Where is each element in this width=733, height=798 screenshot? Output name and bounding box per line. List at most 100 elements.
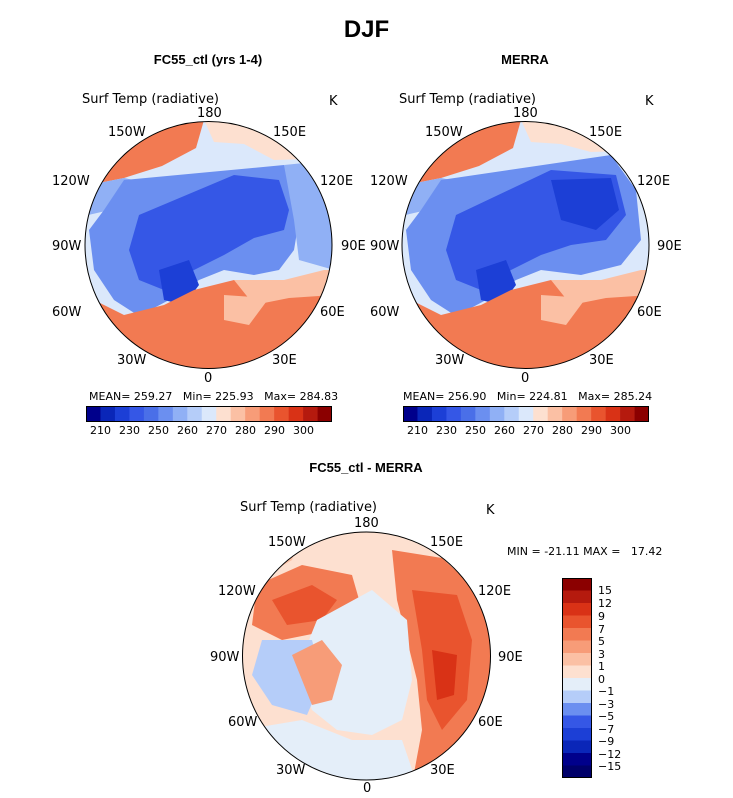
panel3-lon-label-0: 180: [354, 516, 379, 531]
colorbar-swatch: [245, 406, 260, 422]
panel2-cb-tick: 270: [523, 424, 544, 437]
panel1-warm-region-atlantic: [85, 280, 332, 369]
panel1-cb-tick: 260: [177, 424, 198, 437]
colorbar-swatch: [591, 406, 606, 422]
panel1-lon-label-10: 120W: [52, 174, 90, 189]
panel1-lon-label-9: 90W: [52, 239, 82, 254]
colorbar-swatch: [100, 406, 116, 422]
panel1-cb-tick: 290: [264, 424, 285, 437]
panel3-lon-label-1: 150E: [430, 535, 464, 550]
panel2-stats: MEAN= 256.90 Min= 224.81 Max= 285.24: [403, 390, 653, 403]
colorbar-swatch: [172, 406, 188, 422]
panel2-variable-label: Surf Temp (radiative): [399, 92, 537, 107]
panel2-lon-label-0: 180: [513, 106, 538, 121]
colorbar-swatch: [576, 406, 592, 422]
panel2-polar-map: [401, 121, 650, 369]
colorbar-swatch: [129, 406, 145, 422]
colorbar-swatch: [114, 406, 130, 422]
panel2-lon-label-7: 30W: [435, 353, 465, 368]
panel1-colorbar-ticks: 210 230 250 260 270 280 290 300: [86, 424, 332, 440]
panel2-lon-label-5: 30E: [589, 353, 614, 368]
colorbar-border: [86, 406, 332, 422]
panel1-cb-tick: 300: [293, 424, 314, 437]
colorbar-swatch: [562, 753, 592, 766]
colorbar-swatch: [562, 653, 592, 666]
panel3-warm-core-alaska: [272, 585, 337, 625]
colorbar-swatch: [143, 406, 159, 422]
panel3-lon-label-9: 90W: [210, 650, 240, 665]
panel3-cb-tick: −3: [598, 698, 615, 711]
panel1-lon-label-11: 150W: [108, 125, 146, 140]
panel1-cb-tick: 280: [235, 424, 256, 437]
panel2-lon-label-2: 120E: [637, 174, 671, 189]
colorbar-border: [562, 578, 592, 778]
colorbar-swatch: [562, 690, 592, 704]
panel1-lon-label-8: 60W: [52, 305, 82, 320]
panel2-europe-band: [551, 270, 649, 305]
colorbar-swatch: [620, 406, 635, 422]
panel3-stats: MIN = -21.11 MAX = 17.42: [507, 545, 663, 558]
panel1-lon-label-4: 60E: [320, 305, 345, 320]
figure-title: DJF: [343, 16, 390, 43]
panel3-lon-label-3: 90E: [498, 650, 523, 665]
panel2-lon-label-6: 0: [521, 371, 530, 386]
panel3-cb-tick: −1: [598, 685, 615, 698]
colorbar-swatch: [562, 765, 592, 778]
panel3-cb-tick: −5: [598, 710, 615, 723]
panel1-title: FC55_ctl (yrs 1-4): [153, 52, 263, 67]
colorbar-swatch: [475, 406, 491, 422]
panel3-colorbar-ticks: 15 12 9 7 5 3 1 0 −1 −3 −5 −7 −9 −12 −15: [598, 578, 638, 778]
panel2-cb-tick: 280: [552, 424, 573, 437]
colorbar-swatch: [504, 406, 520, 422]
panel2-lon-label-11: 150W: [425, 125, 463, 140]
panel2-lon-label-1: 150E: [589, 125, 623, 140]
panel1-cb-tick: 230: [119, 424, 140, 437]
panel3-cb-tick: 9: [598, 610, 605, 623]
colorbar-swatch: [86, 406, 101, 422]
panel3-cb-tick: 15: [598, 584, 612, 597]
panel3-cb-tick: 3: [598, 648, 605, 661]
colorbar-border: [403, 406, 649, 422]
panel2-units-label: K: [645, 94, 654, 109]
panel1-variable-label: Surf Temp (radiative): [82, 92, 220, 107]
colorbar-swatch: [562, 615, 592, 629]
panel2-scandinavia-band: [541, 295, 586, 325]
panel2-cb-tick: 290: [581, 424, 602, 437]
colorbar-swatch: [403, 406, 418, 422]
colorbar-swatch: [460, 406, 476, 422]
panel3-cb-tick: 12: [598, 597, 612, 610]
colorbar-swatch: [446, 406, 462, 422]
colorbar-swatch: [303, 406, 318, 422]
colorbar-swatch: [417, 406, 433, 422]
colorbar-swatch: [562, 678, 592, 691]
panel2-lon-label-9: 90W: [370, 239, 400, 254]
panel1-cb-tick: 210: [90, 424, 111, 437]
colorbar-swatch: [562, 728, 592, 741]
colorbar-swatch: [216, 406, 232, 422]
panel3-cb-tick: −12: [598, 748, 622, 761]
panel1-very-cold-region: [129, 175, 289, 290]
panel2-cb-tick: 260: [494, 424, 515, 437]
colorbar-swatch: [562, 640, 592, 654]
colorbar-swatch: [562, 715, 592, 729]
panel3-cb-tick: 5: [598, 635, 605, 648]
panel1-lon-label-5: 30E: [272, 353, 297, 368]
panel3-lon-label-10: 120W: [218, 584, 256, 599]
panel3-warm-patch-greenland: [292, 640, 342, 705]
colorbar-swatch: [431, 406, 447, 422]
panel2-lon-label-8: 60W: [370, 305, 400, 320]
colorbar-swatch: [562, 578, 592, 591]
panel3-title: FC55_ctl - MERRA: [309, 460, 423, 475]
panel3-cb-tick: −15: [598, 760, 622, 773]
panel3-cb-tick: −9: [598, 735, 615, 748]
colorbar-swatch: [518, 406, 534, 422]
colorbar-swatch: [533, 406, 549, 422]
colorbar-swatch: [562, 703, 592, 716]
panel3-colorbar: [562, 578, 592, 778]
panel1-lon-label-3: 90E: [341, 239, 366, 254]
colorbar-swatch: [274, 406, 289, 422]
panel3-polar-map: [242, 531, 491, 781]
panel2-lon-label-10: 120W: [370, 174, 408, 189]
panel2-colorbar: [403, 406, 649, 422]
panel3-lon-label-6: 0: [363, 781, 372, 796]
